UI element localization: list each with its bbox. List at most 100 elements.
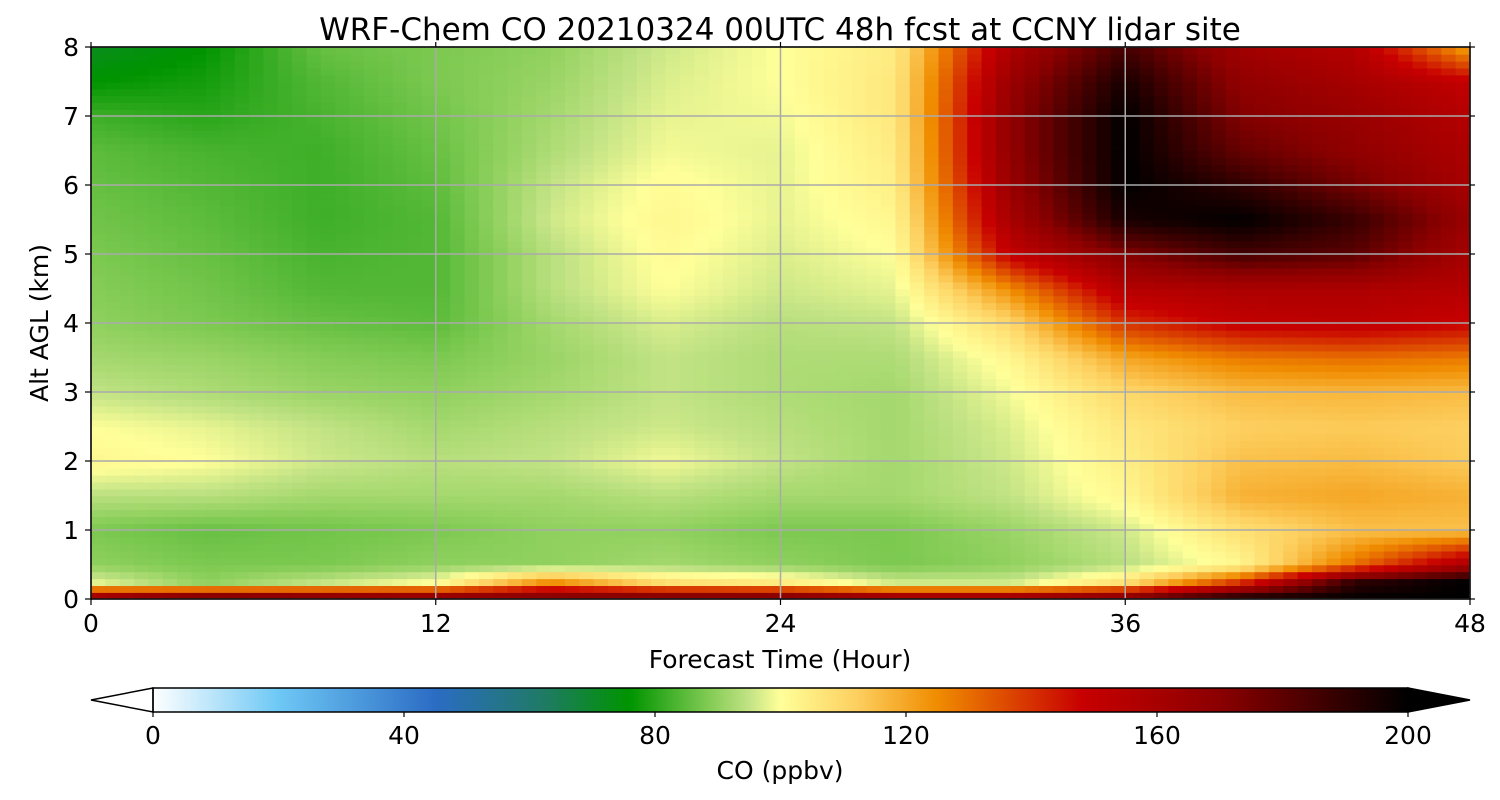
heatmap-cell — [1182, 550, 1198, 559]
heatmap-cell — [952, 254, 969, 262]
heatmap-cell — [1125, 440, 1141, 448]
heatmap-cell — [105, 392, 121, 400]
heatmap-cell — [191, 502, 207, 511]
heatmap-cell — [220, 495, 236, 504]
heatmap-cell — [464, 454, 480, 462]
heatmap-cell — [837, 564, 854, 573]
heatmap-cell — [306, 502, 322, 511]
heatmap-cell — [579, 405, 595, 414]
heatmap-cell — [1168, 364, 1184, 373]
heatmap-cell — [292, 557, 308, 566]
heatmap-cell — [162, 247, 178, 255]
heatmap-cell — [234, 481, 250, 490]
heatmap-cell — [177, 509, 193, 517]
heatmap-cell — [263, 530, 279, 538]
heatmap-cell — [1355, 523, 1371, 531]
heatmap-cell — [464, 247, 480, 255]
heatmap-cell — [292, 405, 308, 414]
heatmap-cell — [521, 392, 538, 400]
heatmap-cell — [881, 419, 897, 428]
heatmap-cell — [421, 350, 437, 359]
heatmap-cell — [1340, 295, 1356, 304]
heatmap-cell — [464, 398, 480, 407]
heatmap-cell — [794, 461, 811, 469]
heatmap-cell — [378, 385, 394, 393]
heatmap-cell — [823, 240, 839, 248]
heatmap-cell — [1024, 343, 1040, 352]
heatmap-cell — [536, 371, 552, 379]
heatmap-cell — [1153, 433, 1170, 442]
heatmap-cell — [91, 467, 107, 476]
heatmap-cell — [1067, 543, 1083, 552]
heatmap-cell — [464, 474, 480, 483]
heatmap-cell — [91, 481, 107, 490]
heatmap-cell — [565, 323, 581, 331]
heatmap-cell — [837, 398, 854, 407]
heatmap-cell — [1355, 357, 1371, 366]
heatmap-cell — [1010, 364, 1026, 373]
heatmap-cell — [967, 385, 983, 393]
heatmap-cell — [593, 454, 609, 462]
heatmap-cell — [1455, 571, 1470, 580]
heatmap-cell — [435, 336, 451, 345]
heatmap-cell — [536, 426, 552, 435]
heatmap-cell — [694, 288, 710, 297]
heatmap-cell — [1024, 288, 1040, 297]
heatmap-cell — [608, 398, 624, 407]
heatmap-cell — [1039, 516, 1055, 524]
heatmap-cell — [1441, 550, 1457, 559]
heatmap-cell — [737, 364, 753, 373]
heatmap-cell — [1311, 405, 1328, 414]
heatmap-cell — [1182, 571, 1198, 580]
heatmap-cell — [1082, 309, 1098, 317]
heatmap-cell — [579, 260, 595, 269]
heatmap-cell — [134, 385, 150, 393]
heatmap-cell — [536, 364, 552, 373]
heatmap-cell — [363, 557, 380, 566]
heatmap-cell — [91, 557, 107, 566]
heatmap-cell — [924, 481, 940, 490]
heatmap-cell — [1110, 267, 1127, 276]
heatmap-cell — [1225, 364, 1241, 373]
heatmap-cell — [249, 350, 265, 359]
heatmap-cell — [694, 454, 710, 462]
heatmap-cell — [507, 516, 523, 524]
heatmap-cell — [306, 481, 322, 490]
heatmap-cell — [292, 447, 308, 455]
heatmap-cell — [1168, 309, 1184, 317]
heatmap-cell — [694, 426, 710, 435]
heatmap-cell — [1455, 454, 1470, 462]
heatmap-cell — [679, 578, 696, 586]
heatmap-cell — [1398, 357, 1414, 366]
heatmap-cell — [895, 371, 911, 379]
heatmap-cell — [1426, 592, 1443, 599]
heatmap-cell — [1283, 260, 1299, 269]
heatmap-cell — [1268, 350, 1285, 359]
heatmap-cell — [1455, 288, 1470, 297]
heatmap-cell — [737, 543, 753, 552]
heatmap-cell — [162, 378, 178, 386]
heatmap-cell — [823, 564, 839, 573]
heatmap-cell — [593, 323, 609, 331]
heatmap-cell — [1182, 309, 1198, 317]
heatmap-cell — [292, 254, 308, 262]
heatmap-cell — [1139, 481, 1155, 490]
heatmap-cell — [723, 474, 739, 483]
heatmap-cell — [1039, 426, 1055, 435]
heatmap-cell — [435, 488, 451, 497]
heatmap-cell — [1197, 530, 1213, 538]
heatmap-cell — [335, 329, 351, 338]
heatmap-cell — [1311, 516, 1328, 524]
heatmap-cell — [909, 433, 925, 442]
heatmap-cell — [1455, 302, 1470, 310]
heatmap-cell — [766, 523, 782, 531]
heatmap-cell — [1053, 426, 1069, 435]
heatmap-cell — [694, 240, 710, 248]
heatmap-cell — [881, 440, 897, 448]
heatmap-cell — [967, 592, 983, 599]
heatmap-cell — [938, 336, 954, 345]
heatmap-cell — [780, 585, 796, 593]
heatmap-cell — [651, 281, 667, 290]
heatmap-cell — [1153, 592, 1170, 599]
heatmap-cell — [249, 254, 265, 262]
